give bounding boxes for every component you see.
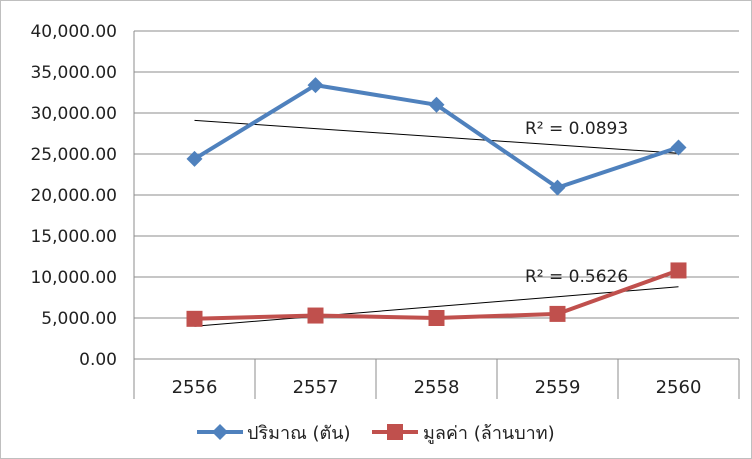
legend-item: ปริมาณ (ตัน) xyxy=(197,423,351,444)
legend-label: มูลค่า (ล้านบาท) xyxy=(423,423,555,444)
trendlines xyxy=(194,119,679,327)
x-tick-label: 2557 xyxy=(293,377,339,398)
y-tick-label: 0.00 xyxy=(79,350,117,370)
data-point xyxy=(670,262,687,279)
y-tick-label: 10,000.00 xyxy=(30,268,117,288)
data-point xyxy=(186,150,203,167)
x-tick-label: 2556 xyxy=(172,377,218,398)
r-squared-label: R² = 0.0893 xyxy=(525,119,628,139)
legend-label: ปริมาณ (ตัน) xyxy=(247,423,351,444)
series-1 xyxy=(186,262,687,327)
data-point xyxy=(428,310,445,326)
y-axis: 0.00 5,000.00 10,000.00 15,000.00 20,000.00 2… xyxy=(30,22,135,370)
legend-marker xyxy=(387,424,403,440)
x-tick-label: 2559 xyxy=(535,377,581,398)
series-0 xyxy=(186,77,687,196)
annotations: R² = 0.0893 R² = 0.5626 xyxy=(525,119,628,287)
y-tick-label: 20,000.00 xyxy=(30,186,117,206)
r-squared-label: R² = 0.5626 xyxy=(525,267,628,287)
x-axis: 2556 2557 2558 2559 2560 xyxy=(133,358,740,399)
data-point xyxy=(549,305,566,322)
legend: ปริมาณ (ตัน) มูลค่า (ล้านบาท) xyxy=(197,423,555,444)
y-tick-label: 25,000.00 xyxy=(30,145,117,165)
y-tick-label: 30,000.00 xyxy=(30,104,117,124)
x-tick-label: 2560 xyxy=(656,377,702,398)
data-point xyxy=(186,310,203,327)
trendline xyxy=(194,286,679,327)
x-tick-label: 2558 xyxy=(414,377,460,398)
trendline xyxy=(194,119,679,154)
data-point xyxy=(549,179,566,196)
y-tick-label: 5,000.00 xyxy=(41,309,117,329)
data-point xyxy=(307,77,324,94)
data-point xyxy=(307,307,324,324)
data-point xyxy=(670,139,687,156)
data-point xyxy=(428,96,445,113)
y-tick-label: 35,000.00 xyxy=(30,63,117,83)
y-tick-label: 40,000.00 xyxy=(30,22,117,42)
legend-item: มูลค่า (ล้านบาท) xyxy=(372,423,555,444)
legend-marker xyxy=(212,424,228,440)
y-tick-label: 15,000.00 xyxy=(30,227,117,247)
series xyxy=(186,77,687,327)
gridlines xyxy=(134,30,739,360)
